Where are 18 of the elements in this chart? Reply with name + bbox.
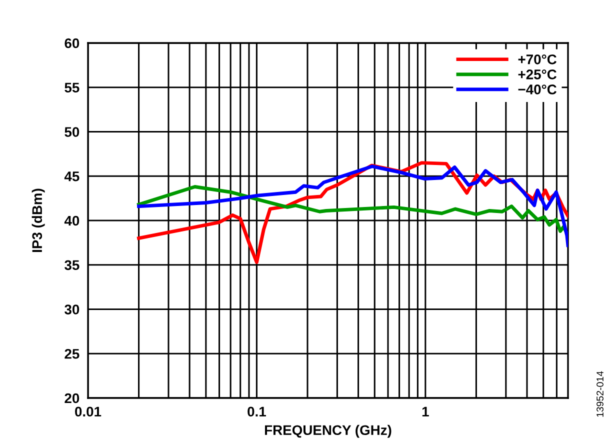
y-tick-label: 55 [64,82,80,93]
y-axis-title: IP3 (dBm) [32,188,45,252]
y-tick-label: 40 [64,216,80,226]
y-tick-label: 25 [64,348,80,359]
y-tick-label: 20 [64,393,80,404]
legend-label: +25°C [518,70,557,80]
text: 13952-014 [596,371,604,417]
legend-label: −40°C [518,84,557,94]
x-tick-label: 0.01 [75,406,102,417]
y-tick-label: 50 [64,127,80,137]
y-tick-label: 60 [64,38,80,48]
y-tick-label: 45 [64,172,80,182]
x-axis-title: FREQUENCY (GHz) [265,424,392,438]
legend-label: +70°C [518,54,557,64]
y-tick-label: 30 [64,304,80,314]
y-tick-label: 35 [64,260,80,270]
x-tick-label: 0.1 [248,406,266,417]
x-tick-label: 1 [422,406,429,416]
